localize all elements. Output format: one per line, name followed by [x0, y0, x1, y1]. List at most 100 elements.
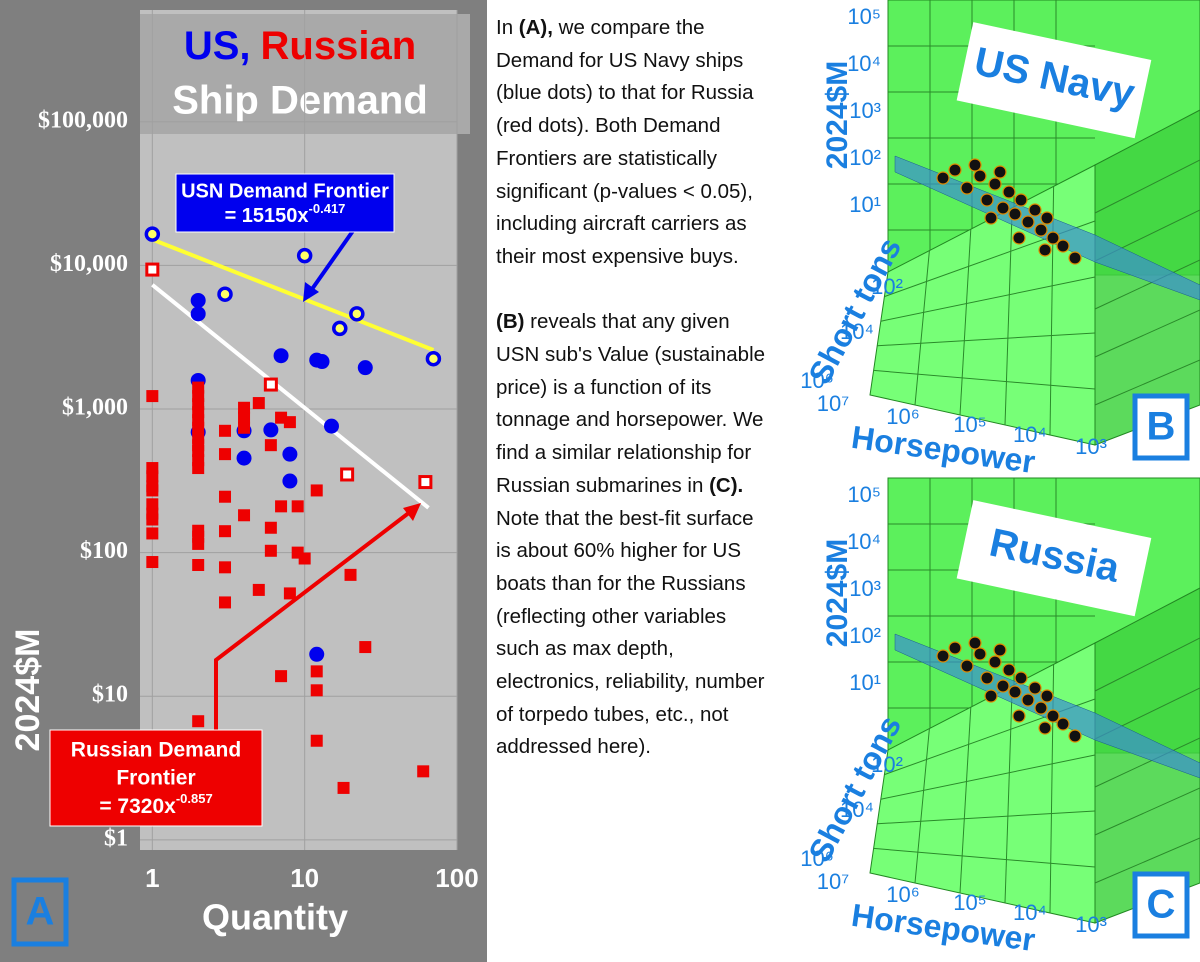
chart-title: US, Russian: [184, 24, 416, 68]
point: [192, 421, 205, 434]
floor-grid: [873, 369, 1096, 390]
point: [357, 360, 373, 376]
fit-line: [151, 237, 435, 352]
data-dot: [1046, 231, 1060, 245]
data-dot: [1012, 231, 1026, 245]
data-dot: [980, 671, 994, 685]
floor-grid: [959, 229, 972, 416]
point: [192, 462, 205, 475]
point: [310, 684, 323, 697]
floor-grid: [873, 847, 1096, 868]
data-dot: [1056, 717, 1070, 731]
annotation-text: Russian Demand: [71, 739, 241, 762]
x-tick-label: 10³: [1075, 912, 1107, 937]
z-axis-label: 2024$M: [821, 61, 854, 169]
y-tick-label: 10⁶: [800, 846, 834, 871]
wall-grid: [1094, 359, 1200, 406]
wall-grid: [1094, 787, 1200, 836]
y-tick-label: 10⁶: [800, 368, 834, 393]
data-dot: [984, 211, 998, 225]
y-tick-label: $1: [104, 825, 128, 851]
x-tick-label: 10⁵: [953, 412, 987, 437]
data-dot: [1068, 729, 1082, 743]
y-tick-label: $1,000: [62, 395, 128, 421]
point: [349, 306, 365, 322]
data-dot: [1012, 709, 1026, 723]
point: [238, 421, 251, 434]
z-tick-label: 10³: [849, 576, 881, 601]
text-run: In: [496, 16, 519, 39]
data-dot: [984, 689, 998, 703]
fit-line: [151, 283, 430, 510]
data-dot: [1021, 215, 1035, 229]
data-dot: [936, 649, 950, 663]
x-tick-label: 10⁵: [953, 890, 987, 915]
point: [310, 484, 323, 497]
title-box: [956, 500, 1152, 617]
annotation-text: USN Demand Frontier: [181, 180, 389, 202]
x-tick-label: 10⁶: [886, 882, 920, 907]
point: [296, 247, 313, 264]
z-tick-label: 10⁴: [847, 51, 881, 76]
data-dot: [1040, 689, 1054, 703]
title-part: Russian: [261, 24, 417, 68]
point: [192, 444, 205, 457]
point: [344, 568, 357, 581]
data-dot: [1028, 203, 1042, 217]
z-tick-label: 10¹: [849, 192, 881, 217]
wall-grid: [1094, 837, 1200, 884]
y-tick-label: 10⁴: [840, 797, 874, 822]
wall-grid: [1094, 159, 1200, 214]
point: [146, 513, 159, 526]
point: [314, 354, 330, 370]
point: [283, 587, 296, 600]
z-axis-label: 2024$M: [821, 539, 854, 647]
data-dot: [1002, 185, 1016, 199]
wall-grid: [1094, 309, 1200, 358]
z-tick-label: 10²: [849, 145, 881, 170]
data-dot: [968, 158, 982, 172]
description: In (A), we compare the Demand for US Nav…: [496, 12, 766, 797]
data-dot: [1038, 721, 1052, 735]
formula-exponent: -0.857: [176, 791, 213, 806]
y-tick-label: 10²: [871, 752, 903, 777]
point: [146, 390, 159, 403]
panel-letter-box: [11, 877, 69, 947]
y-tick-label: $10: [92, 682, 128, 708]
plot-area: [140, 10, 457, 850]
point: [192, 715, 205, 728]
text-run: Note that the best-fit surface is about …: [496, 506, 765, 759]
point: [219, 424, 232, 437]
panel-letter: C: [1147, 883, 1176, 927]
data-dot: [996, 201, 1010, 215]
data-dot: [1002, 663, 1016, 677]
point: [238, 411, 251, 424]
text-run: (A),: [518, 16, 553, 39]
point: [252, 397, 265, 410]
point: [238, 509, 251, 522]
x-tick-label: 10⁷: [817, 391, 849, 416]
point: [236, 450, 252, 466]
point: [219, 490, 232, 503]
annotation-formula: = 15150x-0.417: [225, 201, 346, 227]
floor-grid: [959, 707, 972, 894]
data-dot: [1028, 681, 1042, 695]
point: [264, 521, 277, 534]
data-dot: [988, 177, 1002, 191]
x-tick-label: 10³: [1075, 434, 1107, 459]
y-axis-label: 2024$M: [9, 629, 47, 752]
data-dot: [960, 659, 974, 673]
data-dot: [960, 181, 974, 195]
data-dot: [973, 647, 987, 661]
point: [425, 350, 442, 367]
z-tick-label: 10¹: [849, 670, 881, 695]
point: [146, 470, 159, 483]
annotation-box: [175, 173, 395, 233]
point: [310, 665, 323, 678]
z-tick-label: 10⁵: [847, 4, 881, 29]
formula-base: = 15150x: [225, 205, 309, 227]
wall-grid: [1094, 259, 1200, 310]
floor-grid: [914, 728, 930, 884]
